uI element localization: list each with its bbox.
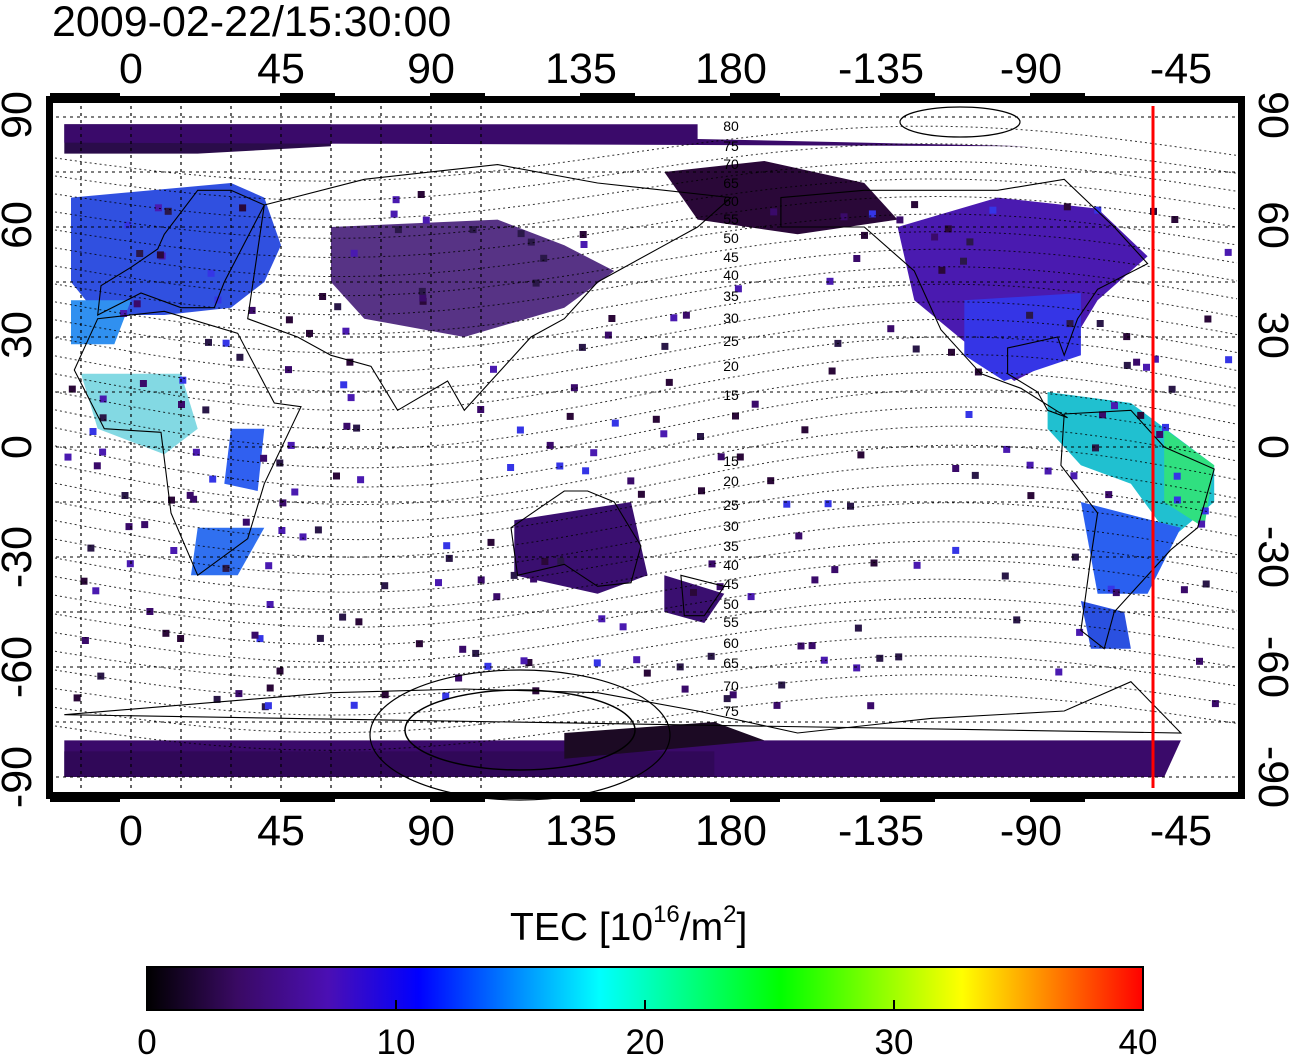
left-tick-label: -90 (0, 746, 41, 808)
left-tick-label: 90 (0, 91, 41, 139)
coastlines (64, 164, 1215, 734)
mag-lat-label: 45 (723, 249, 739, 265)
colorbar-tick-label: 10 (377, 1023, 416, 1057)
top-tick-label: -135 (838, 45, 924, 93)
mag-lat-label: 30 (723, 518, 739, 534)
top-tick-label: -45 (1150, 45, 1212, 93)
colorbar-tick-label: 30 (875, 1023, 914, 1057)
mag-lat-label: 50 (723, 596, 739, 612)
top-tick-label: 180 (695, 45, 767, 93)
mag-lat-label: 65 (723, 655, 739, 671)
mag-lat-label: 70 (723, 678, 739, 694)
right-tick-label: 90 (1249, 91, 1292, 139)
mag-lat-label: 20 (723, 473, 739, 489)
mag-lat-label: 80 (723, 118, 739, 134)
mag-lat-label: 75 (723, 703, 739, 719)
right-tick-label: -30 (1249, 526, 1292, 588)
left-tick-label: -60 (0, 636, 41, 698)
mag-lat-label: 55 (723, 211, 739, 227)
mag-lat-label: 35 (723, 288, 739, 304)
top-tick-label: 45 (257, 45, 305, 93)
left-tick-label: 60 (0, 201, 41, 249)
bottom-tick-label: 180 (695, 807, 767, 855)
mag-lat-label: 25 (723, 497, 739, 513)
top-tick-label: 135 (545, 45, 617, 93)
mag-lat-label: 60 (723, 635, 739, 651)
colorbar-title-unit: /m (679, 906, 724, 949)
frame-edge-bars (47, 93, 1244, 802)
mag-lat-label: 15 (723, 387, 739, 403)
right-tick-label: 60 (1249, 201, 1292, 249)
colorbar-title-unit-exponent: 2 (723, 901, 737, 928)
top-tick-label: 90 (407, 45, 455, 93)
left-tick-label: 0 (0, 435, 41, 459)
mag-lat-label: 65 (723, 175, 739, 191)
top-tick-label: 0 (119, 45, 143, 93)
left-tick-label: -30 (0, 526, 41, 588)
bottom-tick-label: 135 (545, 807, 617, 855)
mag-lat-label: 40 (723, 557, 739, 573)
mag-lat-label: 75 (723, 138, 739, 154)
colorbar-title-exponent: 16 (653, 901, 680, 928)
lat-lon-grid (49, 99, 1242, 796)
mag-lat-label: 45 (723, 576, 739, 592)
magnetic-latitude-contours (54, 106, 1238, 801)
mag-lat-label: 35 (723, 538, 739, 554)
colorbar-tick-label: 20 (626, 1023, 665, 1057)
colorbar-title-main: TEC [10 (510, 906, 654, 949)
mag-lat-label: 60 (723, 193, 739, 209)
mag-lat-label: 15 (723, 453, 739, 469)
mag-lat-label: 30 (723, 310, 739, 326)
colorbar-title: TEC [1016/m2] (510, 903, 748, 951)
left-tick-label: 30 (0, 311, 41, 359)
mag-lat-label: 20 (723, 358, 739, 374)
colorbar-tick-label: 40 (1119, 1023, 1158, 1057)
colorbar-tick-label: 0 (137, 1023, 156, 1057)
mag-lat-label: 40 (723, 267, 739, 283)
bottom-tick-label: 90 (407, 807, 455, 855)
right-tick-label: -90 (1249, 746, 1292, 808)
top-tick-label: -90 (1000, 45, 1062, 93)
right-tick-label: -60 (1249, 636, 1292, 698)
bottom-tick-label: -90 (1000, 807, 1062, 855)
bottom-tick-label: 45 (257, 807, 305, 855)
mag-lat-label: 55 (723, 614, 739, 630)
bottom-tick-label: -135 (838, 807, 924, 855)
mag-lat-label: 25 (723, 333, 739, 349)
mag-lat-label: 50 (723, 230, 739, 246)
bottom-tick-label: -45 (1150, 807, 1212, 855)
map-title-timestamp: 2009-02-22/15:30:00 (52, 0, 452, 46)
right-tick-label: 30 (1249, 311, 1292, 359)
bottom-tick-label: 0 (119, 807, 143, 855)
colorbar-title-close: ] (736, 906, 748, 949)
right-tick-label: 0 (1249, 435, 1292, 459)
mag-lat-label: 70 (723, 156, 739, 172)
tec-data-layer (64, 124, 1233, 777)
